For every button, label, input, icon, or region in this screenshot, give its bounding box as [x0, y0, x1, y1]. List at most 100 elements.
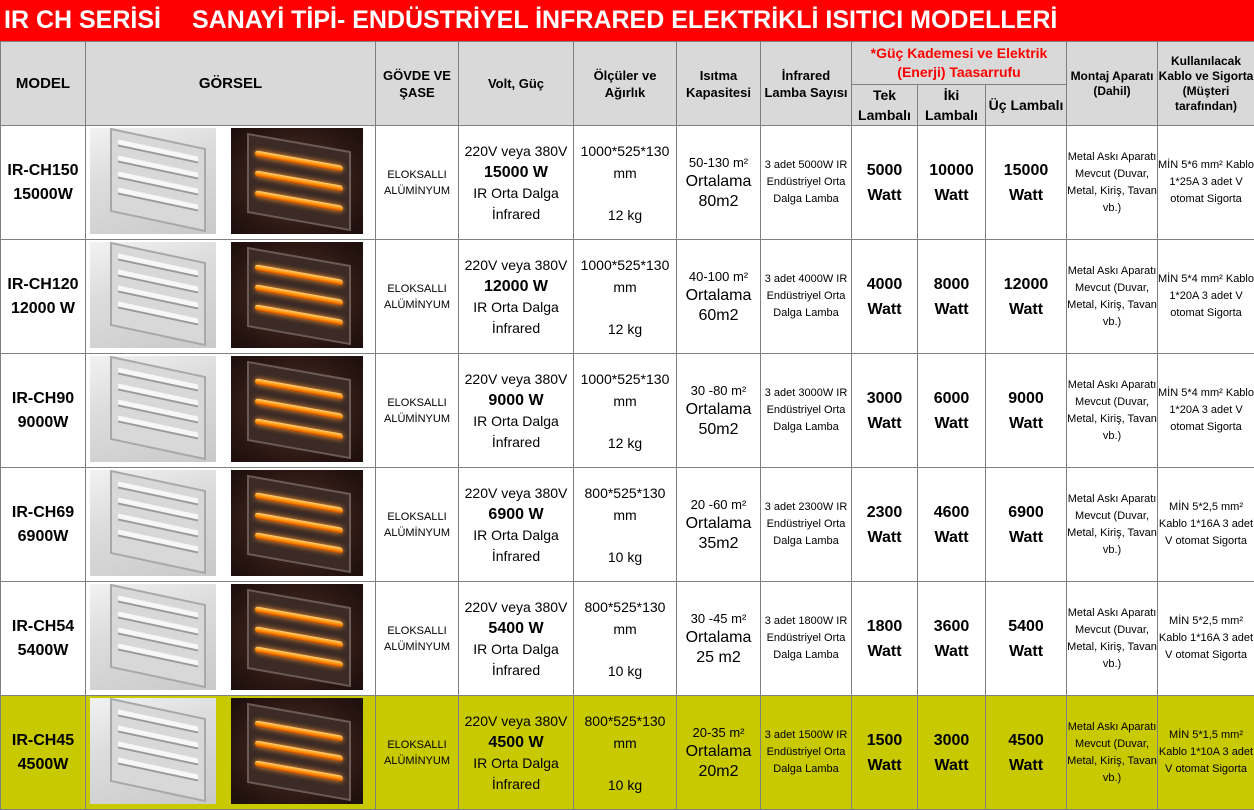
watt-unit: Watt — [852, 639, 917, 664]
model-name: IR-CH69 — [1, 501, 85, 525]
heater-off-image — [90, 128, 216, 234]
dimensions: 1000*525*130 mm — [574, 140, 676, 184]
infrared-label: İnfrared — [459, 660, 573, 681]
model-wattage: 4500W — [1, 753, 85, 777]
heating-area: 30 -80 m² — [677, 382, 760, 400]
power: 5400 W — [459, 618, 573, 639]
iki-value: 10000 — [918, 158, 985, 183]
model-wattage: 15000W — [1, 183, 85, 207]
heater-on-image — [231, 128, 363, 234]
average-label: Ortalama — [677, 514, 760, 534]
gorsel-cell — [86, 126, 376, 240]
header-uc: Üç Lambalı — [986, 85, 1067, 126]
montaj-cell: Metal Askı Aparatı Mevcut (Duvar, Metal,… — [1067, 126, 1158, 240]
montaj-cell: Metal Askı Aparatı Mevcut (Duvar, Metal,… — [1067, 468, 1158, 582]
voltage: 220V veya 380V — [459, 597, 573, 618]
watt-unit: Watt — [986, 411, 1066, 436]
infrared-label: İnfrared — [459, 546, 573, 567]
average-value: 80m2 — [677, 192, 760, 212]
dimensions: 800*525*130 mm — [574, 482, 676, 526]
heating-area: 20 -60 m² — [677, 496, 760, 514]
header-gorsel: GÖRSEL — [86, 42, 376, 126]
ir-type: IR Orta Dalga — [459, 525, 573, 546]
power: 6900 W — [459, 504, 573, 525]
dimensions: 1000*525*130 mm — [574, 368, 676, 412]
header-lamba: İnfrared Lamba Sayısı — [761, 42, 852, 126]
uc-value: 6900 — [986, 500, 1066, 525]
uc-value: 4500 — [986, 728, 1066, 753]
heater-off-image — [90, 356, 216, 462]
govde-cell: ELOKSALLI ALÜMİNYUM — [376, 354, 459, 468]
average-label: Ortalama — [677, 742, 760, 762]
tek-value: 4000 — [852, 272, 917, 297]
watt-unit: Watt — [852, 183, 917, 208]
kablo-cell: MİN 5*1,5 mm² Kablo 1*10A 3 adet V otoma… — [1158, 696, 1254, 810]
gorsel-cell — [86, 582, 376, 696]
table-header: MODEL GÖRSEL GÖVDE VE ŞASE Volt, Güç Ölç… — [1, 42, 1254, 126]
average-label: Ortalama — [677, 286, 760, 306]
lamba-cell: 3 adet 1500W IR Endüstriyel Orta Dalga L… — [761, 696, 852, 810]
lamba-cell: 3 adet 4000W IR Endüstriyel Orta Dalga L… — [761, 240, 852, 354]
lamba-cell: 3 adet 2300W IR Endüstriyel Orta Dalga L… — [761, 468, 852, 582]
montaj-cell: Metal Askı Aparatı Mevcut (Duvar, Metal,… — [1067, 696, 1158, 810]
tek-value: 1800 — [852, 614, 917, 639]
gorsel-cell — [86, 354, 376, 468]
watt-unit: Watt — [852, 525, 917, 550]
model-wattage: 9000W — [1, 411, 85, 435]
dimensions: 800*525*130 mm — [574, 596, 676, 640]
montaj-cell: Metal Askı Aparatı Mevcut (Duvar, Metal,… — [1067, 582, 1158, 696]
ir-type: IR Orta Dalga — [459, 297, 573, 318]
watt-unit: Watt — [986, 753, 1066, 778]
tek-value: 1500 — [852, 728, 917, 753]
heater-on-image — [231, 356, 363, 462]
watt-unit: Watt — [986, 639, 1066, 664]
model-wattage: 12000 W — [1, 297, 85, 321]
tek-value: 3000 — [852, 386, 917, 411]
watt-unit: Watt — [986, 297, 1066, 322]
title-banner: IR CH SERİSİ SANAYİ TİPİ- ENDÜSTRİYEL İN… — [0, 0, 1254, 41]
heating-area: 30 -45 m² — [677, 610, 760, 628]
montaj-cell: Metal Askı Aparatı Mevcut (Duvar, Metal,… — [1067, 354, 1158, 468]
heater-off-image — [90, 470, 216, 576]
heater-on-image — [231, 698, 363, 804]
montaj-cell: Metal Askı Aparatı Mevcut (Duvar, Metal,… — [1067, 240, 1158, 354]
power: 9000 W — [459, 390, 573, 411]
ir-type: IR Orta Dalga — [459, 411, 573, 432]
kablo-cell: MİN 5*4 mm² Kablo 1*20A 3 adet V otomat … — [1158, 240, 1254, 354]
header-olculer: Ölçüler ve Ağırlık — [574, 42, 677, 126]
series-title: IR CH SERİSİ — [4, 0, 161, 41]
watt-unit: Watt — [986, 183, 1066, 208]
watt-unit: Watt — [852, 411, 917, 436]
uc-value: 12000 — [986, 272, 1066, 297]
heating-area: 20-35 m² — [677, 724, 760, 742]
model-name: IR-CH54 — [1, 615, 85, 639]
watt-unit: Watt — [852, 753, 917, 778]
voltage: 220V veya 380V — [459, 483, 573, 504]
watt-unit: Watt — [852, 297, 917, 322]
